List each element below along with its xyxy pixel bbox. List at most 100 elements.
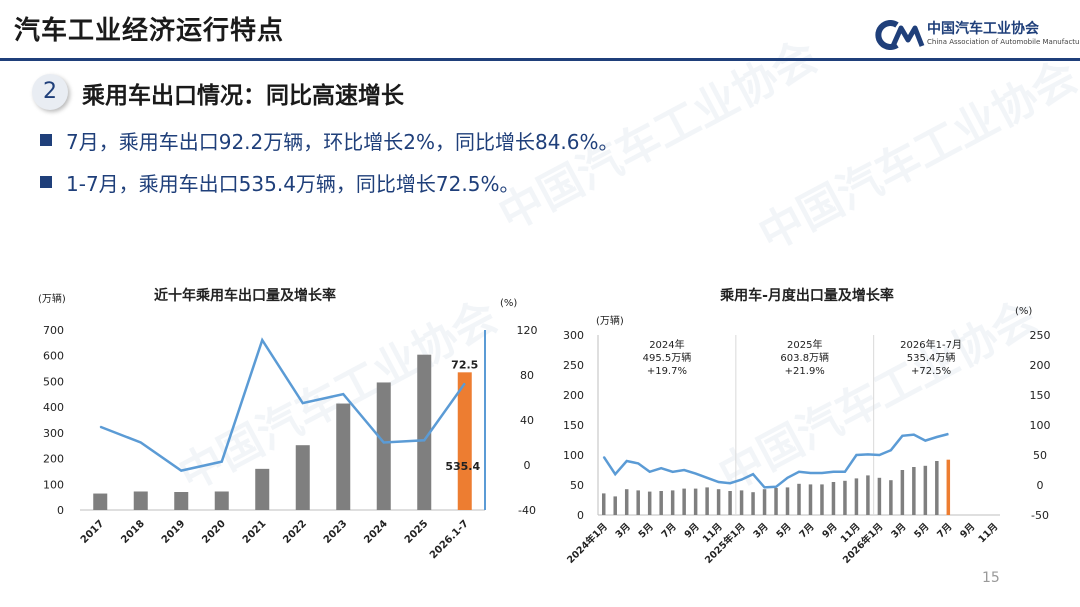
growth-rate-point [99,426,101,428]
bar [889,480,893,515]
x-tick-label: 3月 [889,521,908,540]
growth-rate-point [614,473,616,475]
growth-rate-point [901,435,903,437]
bar [716,489,721,515]
y2-tick-label: 200 [1030,359,1051,372]
growth-rate-point [752,473,754,475]
y2-tick-label: 150 [1030,389,1051,402]
bar [659,491,663,515]
bar [866,475,870,515]
bar [133,491,148,510]
y-tick-label: 100 [563,449,584,462]
bullet-square-icon [40,134,52,146]
y2-tick-label: 0 [524,459,531,472]
bar [255,468,270,510]
growth-rate-point [626,460,628,462]
section-number: 2 [32,74,68,110]
y2-tick-label: 50 [1033,449,1047,462]
year-annotation: 535.4万辆 [907,351,956,364]
growth-rate-point [867,453,869,455]
bar [935,461,939,515]
growth-rate-point [718,481,720,483]
bar [820,484,824,515]
bar [762,489,767,515]
bullet-item: 7月，乘用车出口92.2万辆，环比增长2%，同比增长84.6%。 [40,126,619,155]
x-tick-label: 7月 [660,521,679,540]
growth-rate-point [936,436,938,438]
x-tick-label: 11月 [977,521,1001,545]
chart2-ylabel: (万辆) [596,314,624,327]
growth-rate-point [180,470,182,472]
bar-highlight [457,372,472,510]
x-tick-label: 5月 [912,521,931,540]
bar [912,467,916,515]
x-tick-label: 3月 [614,521,633,540]
growth-rate-point [221,461,223,463]
growth-rate-line [602,432,949,489]
growth-rate-point [302,402,304,404]
x-tick-label: 9月 [958,521,977,540]
y2-tick-label: 40 [520,414,534,427]
year-annotation: +72.5% [911,366,951,377]
growth-rate-point [140,442,142,443]
year-annotation: 2024年 [649,338,684,351]
growth-rate-point [672,471,674,473]
y-tick-label: 250 [563,359,584,372]
growth-rate-point [706,477,708,479]
y2-tick-label: 250 [1030,329,1051,342]
x-tick-label: 2023 [322,518,349,545]
bullet-text: 1-7月，乘用车出口535.4万辆，同比增长72.5%。 [66,172,520,196]
caam-logo: 中国汽车工业协会 China Association of Automobile… [875,18,1080,52]
bar [417,354,432,510]
year-annotation: 495.5万辆 [643,351,692,364]
year-annotation: +21.9% [785,366,825,377]
bar [624,489,629,515]
chart1-ylabel: (万辆) [38,292,66,305]
year-annotation: +19.7% [647,366,687,377]
bar [647,491,652,515]
x-tick-label: 2024年1月 [565,521,610,566]
y-tick-label: 700 [43,324,64,337]
bar [774,488,778,515]
growth-rate-point [890,449,892,451]
bar [739,490,744,515]
growth-rate-point [913,434,915,436]
bar [728,491,732,515]
y-tick-label: 400 [43,401,64,414]
growth-rate-point [261,339,263,341]
bar [900,470,905,515]
section-title: 乘用车出口情况：同比高速增长 [82,83,404,109]
bar [923,465,928,515]
bar [214,491,229,510]
logo-cn-text: 中国汽车工业协会 [927,21,1039,37]
y-tick-label: 300 [43,427,64,440]
bar [613,496,617,515]
growth-rate-point [787,477,789,479]
y-tick-label: 600 [43,350,64,363]
x-tick-label: 2019 [160,518,187,545]
monthly-export-chart: 乘用车-月度出口量及增长率 (万辆) (%) 0 50 100 150 200 250 30… [563,287,1051,566]
y-tick-label: 50 [570,479,584,492]
caam-logo-icon [875,20,925,50]
y2-tick-label: 120 [517,324,538,337]
x-tick-label: 2017 [79,518,106,545]
x-tick-label: 2022 [281,518,308,545]
bar-highlight [946,459,951,515]
x-tick-label: 2026.1-7 [428,518,471,561]
bar [854,478,859,515]
header-divider [0,58,1080,61]
year-annotation: 2026年1-7月 [900,338,962,351]
annual-export-chart: 近十年乘用车出口量及增长率 (万辆) (%) 01002003004005006… [38,287,538,561]
growth-rate-point [878,454,880,456]
x-tick-label: 2021 [241,518,268,545]
bar-data-label: 535.4 [445,460,480,473]
growth-rate-point [844,471,846,473]
y-tick-label: 0 [57,504,64,517]
growth-rate-point [729,482,731,484]
growth-rate-point [649,471,651,473]
y-tick-label: 150 [563,419,584,432]
slide-header: 汽车工业经济运行特点 中国汽车工业协会 China Association of… [0,0,1080,62]
y-tick-label: 200 [563,389,584,402]
bar [797,483,801,515]
bar [93,493,108,510]
